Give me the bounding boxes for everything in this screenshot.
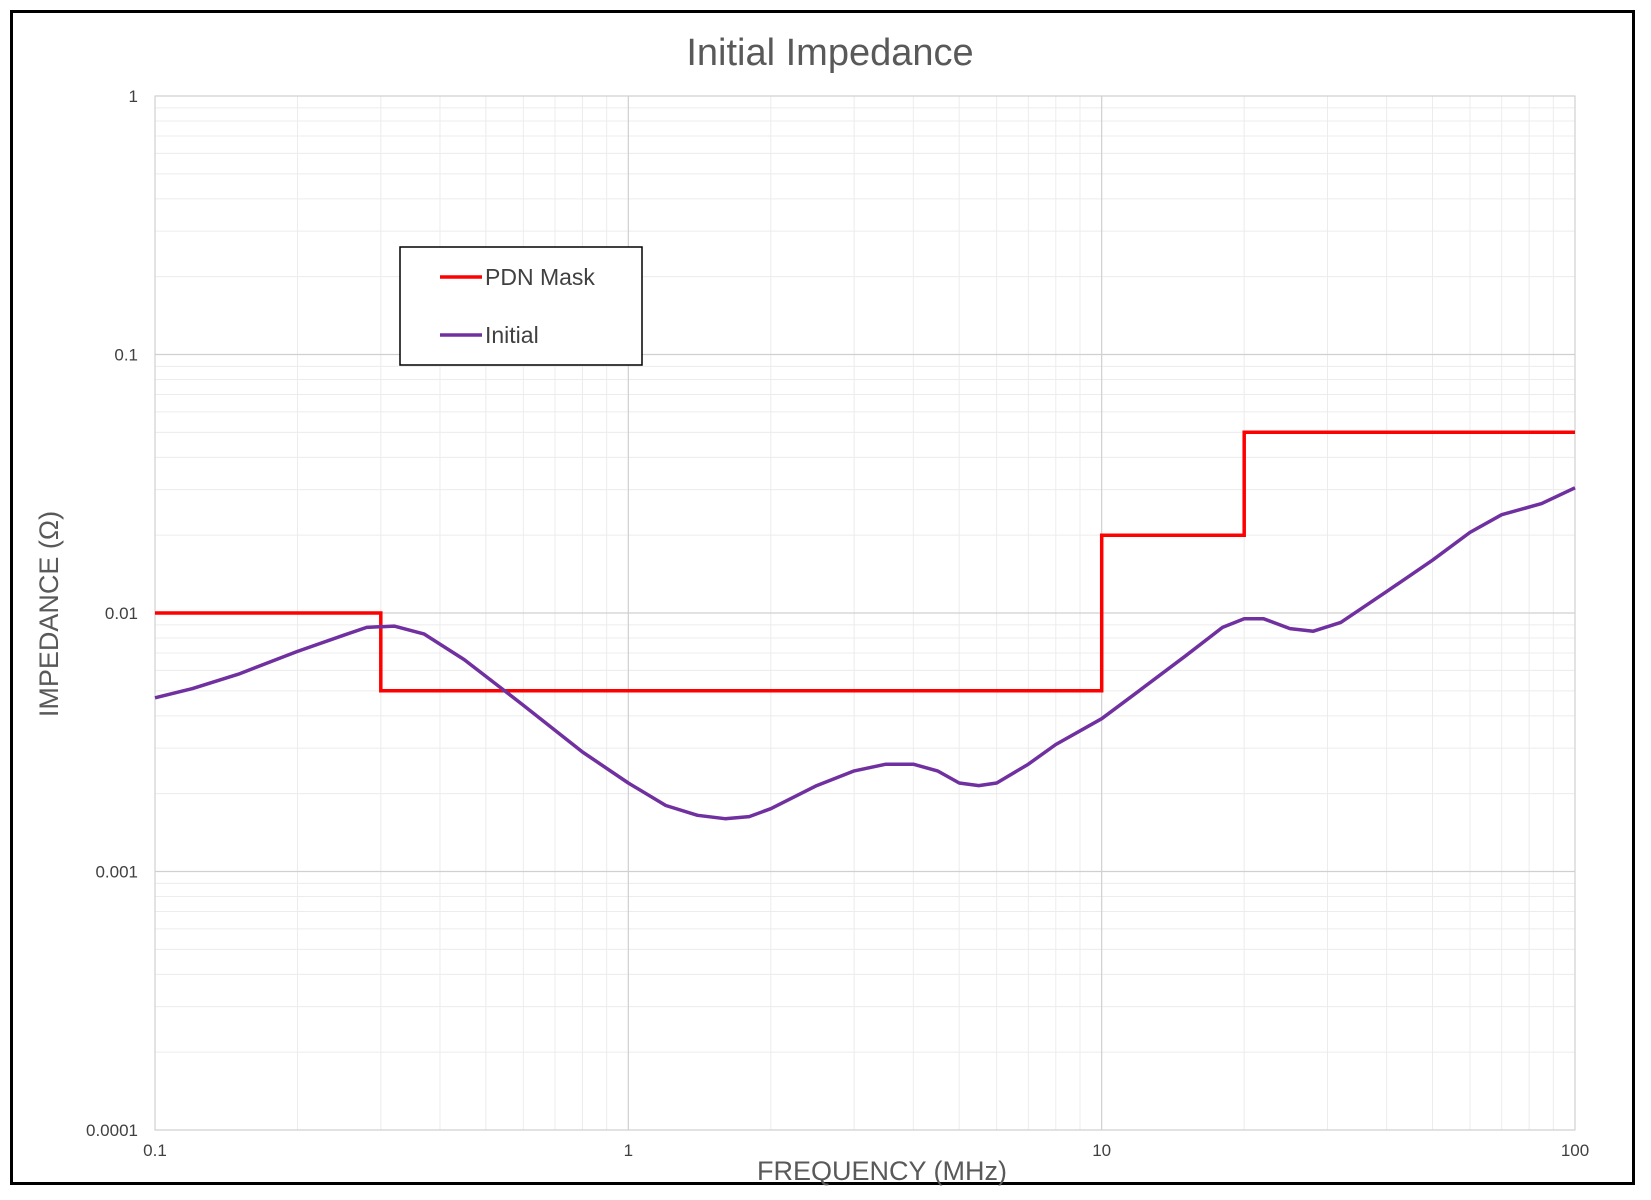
y-tick-label: 0.001 <box>95 863 138 882</box>
legend: PDN Mask Initial <box>399 246 643 366</box>
x-tick-label: 1 <box>624 1141 633 1160</box>
y-tick-label: 0.01 <box>105 604 138 623</box>
x-tick-label: 100 <box>1561 1141 1589 1160</box>
legend-label-pdn-mask: PDN Mask <box>485 264 595 290</box>
legend-label-initial: Initial <box>485 322 539 348</box>
series-line-pdn-mask <box>155 430 1575 693</box>
series-layer <box>154 430 1576 821</box>
y-tick-labels: 0.0001 0.001 0.01 0.1 1 <box>86 87 138 1140</box>
x-tick-label: 0.1 <box>143 1141 167 1160</box>
y-tick-label: 1 <box>129 87 138 106</box>
chart-title: Initial Impedance <box>686 32 973 74</box>
chart-frame <box>10 10 1635 1185</box>
x-axis-title: FREQUENCY (MHz) <box>757 1156 1007 1186</box>
y-axis-title: IMPEDANCE (Ω) <box>34 511 64 717</box>
x-tick-labels: 0.1 1 10 100 <box>143 1141 1589 1160</box>
y-tick-label: 0.0001 <box>86 1121 138 1140</box>
legend-box <box>399 246 643 366</box>
y-tick-label: 0.1 <box>114 346 138 365</box>
x-tick-label: 10 <box>1092 1141 1111 1160</box>
series-line-initial <box>154 486 1576 821</box>
